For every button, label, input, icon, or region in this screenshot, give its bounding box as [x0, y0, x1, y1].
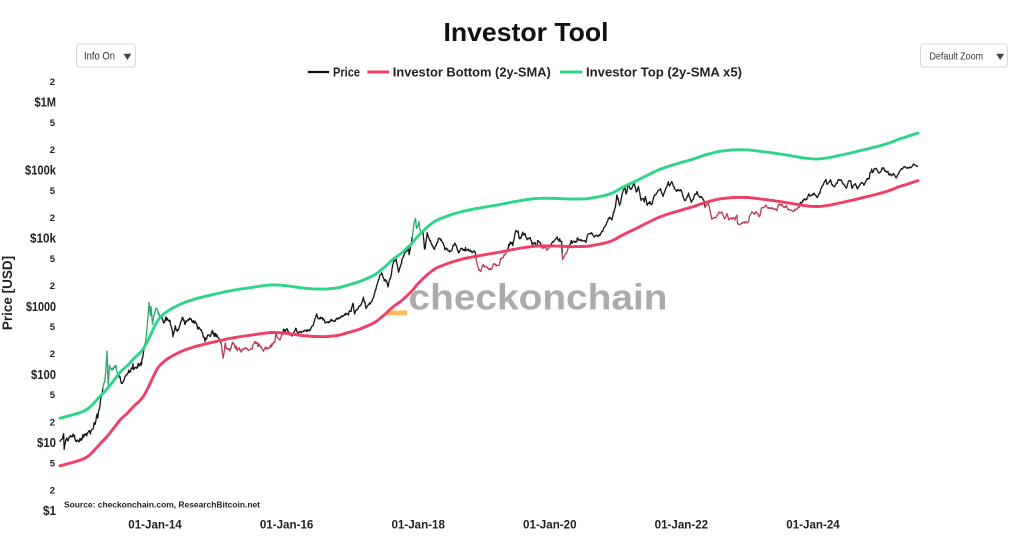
svg-text:$100: $100: [31, 367, 56, 382]
svg-text:5: 5: [50, 254, 56, 265]
svg-text:Price [USD]: Price [USD]: [0, 256, 15, 330]
svg-text:$1: $1: [43, 503, 56, 518]
svg-text:2: 2: [50, 417, 55, 428]
svg-text:$1000: $1000: [26, 299, 56, 314]
svg-text:2: 2: [50, 213, 55, 224]
svg-text:Investor Tool: Investor Tool: [444, 17, 609, 47]
svg-text:$10: $10: [37, 435, 56, 450]
svg-text:5: 5: [50, 186, 56, 197]
svg-text:$10k: $10k: [30, 231, 57, 246]
svg-text:Source: checkonchain.com, Rese: Source: checkonchain.com, ResearchBitcoi…: [64, 500, 260, 510]
svg-text:$100k: $100k: [25, 163, 57, 178]
svg-text:01-Jan-22: 01-Jan-22: [655, 518, 709, 532]
svg-text:Price: Price: [333, 65, 360, 80]
svg-text:01-Jan-20: 01-Jan-20: [523, 518, 577, 532]
svg-text:01-Jan-14: 01-Jan-14: [128, 518, 182, 532]
svg-text:01-Jan-18: 01-Jan-18: [391, 518, 445, 532]
svg-text:5: 5: [50, 390, 56, 401]
svg-text:5: 5: [50, 118, 56, 129]
svg-text:5: 5: [50, 458, 56, 469]
svg-text:$1M: $1M: [35, 95, 57, 110]
svg-text:2: 2: [50, 77, 55, 88]
svg-text:Investor Bottom (2y-SMA): Investor Bottom (2y-SMA): [393, 65, 551, 80]
svg-text:01-Jan-24: 01-Jan-24: [786, 518, 840, 532]
svg-text:Info On: Info On: [84, 50, 115, 62]
svg-text:Default Zoom: Default Zoom: [930, 51, 984, 62]
svg-text:2: 2: [50, 485, 55, 496]
svg-text:2: 2: [50, 145, 55, 156]
svg-text:Investor Top (2y-SMA x5): Investor Top (2y-SMA x5): [586, 65, 742, 80]
svg-text:01-Jan-16: 01-Jan-16: [260, 518, 314, 532]
svg-text:checkonchain: checkonchain: [409, 277, 668, 318]
svg-text:2: 2: [50, 281, 55, 292]
svg-text:5: 5: [50, 322, 56, 333]
svg-text:2: 2: [50, 349, 55, 360]
